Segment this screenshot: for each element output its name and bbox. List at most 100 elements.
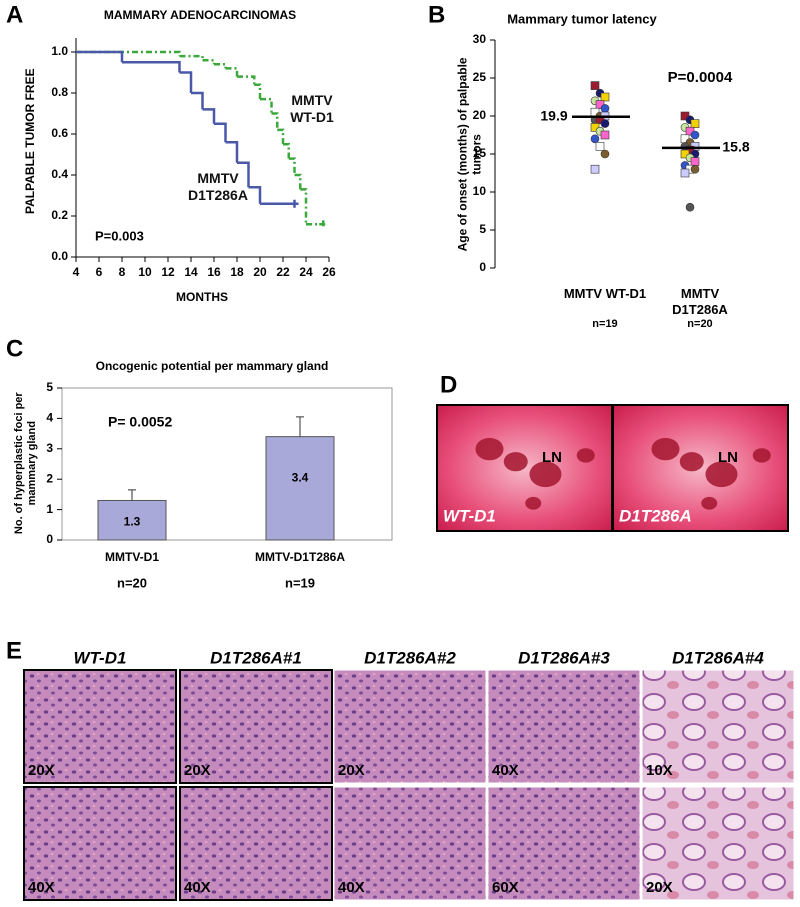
magnification-label: 40X xyxy=(28,879,55,896)
x-tick-label: MMTV D1T286A xyxy=(672,286,728,317)
survival-step xyxy=(254,83,262,100)
annotation: P=0.0004 xyxy=(668,69,733,86)
survival-step xyxy=(76,50,124,63)
tumor-nodule xyxy=(576,448,595,463)
annotation: P= 0.0052 xyxy=(108,414,172,430)
survival-step xyxy=(191,91,204,110)
y-axis-label: Age of onset (months) of palpable tumors xyxy=(455,57,484,252)
survival-step xyxy=(76,50,181,57)
panel-letter: D xyxy=(440,371,457,398)
data-point xyxy=(690,157,700,166)
x-tick-label: MMTV-D1T286A xyxy=(255,550,345,564)
n-label: n=19 xyxy=(592,318,618,330)
histology-image xyxy=(333,786,487,901)
magnification-label: 40X xyxy=(338,879,365,896)
survival-step xyxy=(319,220,328,229)
x-tick-label: 24 xyxy=(299,265,313,279)
x-tick-label: 12 xyxy=(161,265,175,279)
n-label: n=20 xyxy=(117,575,147,590)
y-tick-label: 0.8 xyxy=(51,85,68,99)
y-tick-label: 10 xyxy=(473,184,487,198)
panel-letter: E xyxy=(6,637,22,664)
data-point xyxy=(690,130,700,140)
column-header: D1T286A#4 xyxy=(672,648,764,667)
tumor-nodule xyxy=(503,452,528,472)
x-tick-label: 10 xyxy=(138,265,152,279)
magnification-label: 20X xyxy=(184,762,211,779)
magnification-label: 20X xyxy=(28,762,55,779)
y-axis-label: No. of hyperplastic foci per mammary gla… xyxy=(12,392,38,535)
survival-step xyxy=(179,71,193,93)
bar xyxy=(97,499,167,541)
survival-step xyxy=(283,143,290,159)
y-tick-label: 20 xyxy=(473,108,487,122)
survival-step xyxy=(214,122,227,143)
n-label: n=20 xyxy=(687,318,713,330)
series-label: MMTV D1T286A xyxy=(188,170,248,203)
tumor-nodule xyxy=(752,448,771,463)
data-point xyxy=(600,149,610,159)
tumor-nodule xyxy=(705,461,738,488)
tumor-nodule xyxy=(525,496,542,510)
data-point xyxy=(690,164,700,174)
data-point xyxy=(680,168,690,178)
n-label: n=19 xyxy=(285,575,315,590)
tumor-nodule xyxy=(651,437,680,461)
image-label: WT-D1 xyxy=(443,506,496,525)
magnification-label: 40X xyxy=(184,879,211,896)
survival-step xyxy=(202,58,216,65)
y-tick-label: 25 xyxy=(473,70,487,84)
histology-image xyxy=(333,669,487,784)
survival-step xyxy=(202,108,216,124)
x-tick-label: 18 xyxy=(230,265,244,279)
mean-label: 15.8 xyxy=(722,139,749,155)
tumor-nodule xyxy=(475,437,504,461)
survival-step xyxy=(248,186,262,204)
data-point xyxy=(600,104,610,113)
histology-image xyxy=(641,786,795,901)
x-tick-label: 20 xyxy=(253,265,267,279)
magnification-label: 20X xyxy=(646,879,673,896)
histology-image xyxy=(641,669,795,784)
x-tick-label: 22 xyxy=(276,265,290,279)
x-tick-label: 8 xyxy=(119,265,126,279)
x-tick-label: 6 xyxy=(96,265,103,279)
chart-title: Oncogenic potential per mammary gland xyxy=(96,359,329,373)
histology-image xyxy=(487,786,641,901)
error-bar xyxy=(128,489,136,501)
panel-letter: B xyxy=(428,1,445,28)
histology-image xyxy=(23,786,177,901)
y-tick-label: 0.4 xyxy=(51,167,68,181)
data-point xyxy=(600,130,610,140)
x-tick-label: 14 xyxy=(184,265,198,279)
tumor-nodule xyxy=(529,461,562,488)
survival-step xyxy=(225,67,239,77)
survival-step xyxy=(260,97,273,114)
survival-step xyxy=(294,173,302,190)
y-axis-label: PALPABLE TUMOR FREE xyxy=(22,68,37,214)
y-tick-label: 0.6 xyxy=(51,126,68,140)
column-header: D1T286A#1 xyxy=(210,648,302,667)
survival-step xyxy=(300,188,308,225)
data-point xyxy=(590,164,600,174)
magnification-label: 60X xyxy=(492,879,519,896)
x-tick-label: 26 xyxy=(322,265,336,279)
y-tick-label: 2 xyxy=(46,471,53,485)
histology-image xyxy=(179,669,333,784)
survival-step xyxy=(271,112,279,130)
data-point xyxy=(590,134,600,144)
y-tick-label: 15 xyxy=(473,146,487,160)
x-axis-label: MONTHS xyxy=(176,290,228,304)
data-point xyxy=(590,81,600,90)
survival-step xyxy=(179,54,204,61)
column-header: D1T286A#3 xyxy=(518,648,610,667)
plot-frame xyxy=(61,387,393,541)
x-tick-label: MMTV-D1 xyxy=(105,550,159,564)
chart-title: MAMMARY ADENOCARCINOMAS xyxy=(104,8,296,22)
value-label: 1.3 xyxy=(124,514,141,528)
data-point xyxy=(690,119,700,128)
x-tick-label: 4 xyxy=(73,265,80,279)
histology-image xyxy=(487,669,641,784)
x-tick-label: MMTV WT-D1 xyxy=(563,286,647,301)
